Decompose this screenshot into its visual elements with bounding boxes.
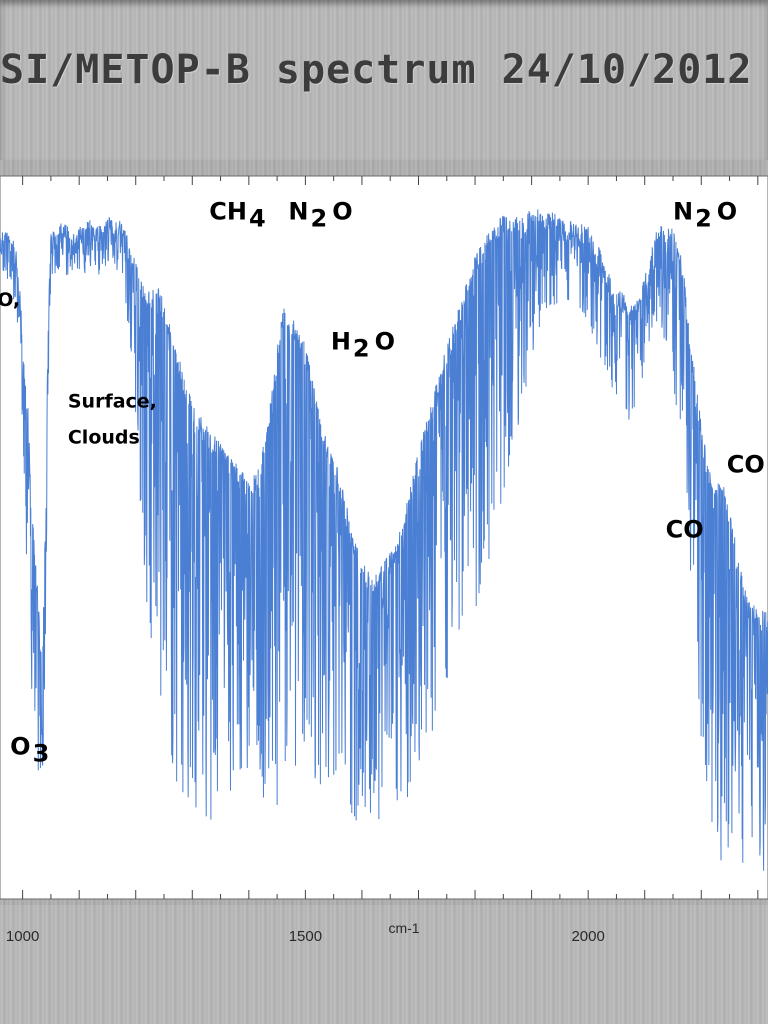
annotation-label: Clouds bbox=[68, 427, 140, 449]
chart-title-text: SI/METOP-B spectrum 24/10/2012 at bbox=[0, 47, 768, 93]
axis-ticks bbox=[22, 176, 759, 899]
annotation-label: N2 O bbox=[288, 197, 352, 232]
top-metal-band bbox=[0, 0, 768, 160]
annotation-label: CO2 bbox=[727, 450, 768, 485]
molecule-annotations: CH4 N2O H2O N2O Surface, Clouds CO2 CO O3 O, bbox=[0, 197, 768, 767]
annotation-label: O3 bbox=[10, 732, 49, 767]
spectrum-line bbox=[0, 209, 768, 871]
x-tick-labels: 1000 1500 2000 bbox=[6, 928, 605, 945]
annotation-label: Surface, bbox=[68, 390, 157, 412]
x-tick-label: 2000 bbox=[571, 928, 604, 945]
spectrum-series bbox=[0, 209, 768, 871]
annotation-label: CH4 bbox=[209, 197, 265, 232]
x-axis-label: cm-1 bbox=[388, 920, 419, 936]
x-tick-label: 1500 bbox=[289, 928, 322, 945]
annotation-label: N2 O bbox=[673, 197, 737, 232]
x-tick-label: 1000 bbox=[6, 928, 39, 945]
chart-title: SI/METOP-B spectrum 24/10/2012 at bbox=[0, 47, 768, 103]
annotation-label: O, bbox=[0, 289, 20, 311]
bottom-metal-band bbox=[0, 905, 768, 1024]
annotation-label: H2 O bbox=[331, 328, 395, 363]
annotation-label: CO bbox=[666, 516, 704, 544]
